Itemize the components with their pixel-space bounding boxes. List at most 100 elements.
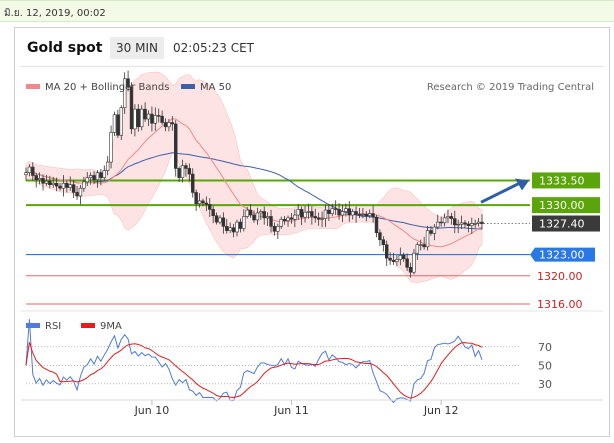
candle-body [85, 177, 89, 183]
candle-body [381, 239, 386, 245]
candle-body [320, 218, 324, 220]
level-label-5: 1316.00 [537, 298, 583, 311]
candle-body [99, 172, 103, 178]
candle-body [408, 266, 413, 273]
chart-header: Gold spot 30 MIN 02:05:23 CET [15, 28, 609, 66]
date-bar: มิ.ย. 12, 2019, 00:02 [0, 0, 614, 22]
level-box-0 [532, 172, 600, 189]
candle-body [140, 108, 144, 128]
rsi-tick-label: 70 [538, 341, 552, 354]
candle-body [201, 200, 205, 204]
candle-body [354, 211, 358, 215]
candle-body [262, 211, 266, 219]
price-chart: 1333.50 1330.00 1327.40 1323.00 1320.00 1316.… [21, 70, 603, 417]
forecast-arrow-layer [480, 178, 529, 204]
candle-body [119, 107, 123, 136]
candle-body [68, 184, 72, 188]
ma20-legend-swatch [26, 84, 40, 89]
credit-text: Research © 2019 Trading Central [427, 82, 594, 93]
level-box-3 [530, 247, 595, 262]
candle-body [129, 86, 134, 130]
candle-body [157, 115, 161, 117]
candle-body [235, 221, 239, 233]
levels-layer: 1333.50 1330.00 1327.40 1323.00 1320.00 1316.… [26, 172, 600, 311]
candle-body [95, 172, 100, 181]
candle-body [293, 214, 297, 220]
ma50-line [25, 152, 483, 230]
candle-body [402, 254, 406, 260]
candle-body [330, 208, 334, 214]
ma9-legend-swatch [81, 323, 95, 328]
candle-body [82, 181, 86, 189]
candle-body [340, 211, 345, 216]
ma9-legend-label: 9MA [100, 321, 122, 332]
symbol-title: Gold spot [27, 40, 103, 56]
candle-body [374, 216, 379, 233]
candle-body [364, 214, 368, 217]
candle-body [473, 223, 477, 225]
candle-body [255, 212, 260, 221]
candle-body [194, 192, 198, 205]
candle-body [48, 180, 52, 185]
candle-body [337, 209, 341, 216]
candle-body [357, 214, 362, 216]
candle-body [432, 226, 437, 234]
candle-body [211, 209, 215, 217]
candle-body [361, 214, 365, 216]
candle-body [391, 259, 396, 262]
candle-body [88, 175, 93, 178]
rsi-ma-line [25, 342, 483, 399]
candle-body [459, 222, 464, 225]
candle-body [453, 218, 457, 226]
candle-body [105, 161, 110, 171]
candle-body [378, 232, 382, 241]
candle-body [466, 223, 471, 226]
time-label: 02:05:23 CET [173, 41, 254, 55]
level-box-1 [532, 197, 600, 214]
candle-body [415, 244, 420, 254]
candle-body [214, 215, 219, 223]
candle-body [282, 218, 287, 221]
candle-body [463, 222, 467, 225]
x-axis-layer: Jun 10 Jun 11 Jun 12 [134, 400, 459, 417]
candle-body [333, 208, 338, 210]
candle-body [347, 208, 351, 216]
candle-body [163, 122, 168, 128]
level-label-3: 1323.00 [539, 249, 585, 262]
candle-body [126, 78, 130, 88]
candle-body [395, 259, 399, 262]
candle-body [177, 168, 181, 178]
candle-body [412, 252, 416, 273]
x-tick-label: Jun 10 [134, 404, 170, 417]
candle-body [398, 254, 403, 260]
candle-body [41, 178, 45, 184]
candle-body [442, 217, 447, 224]
candle-body [436, 221, 440, 228]
candle-body [180, 165, 185, 178]
candle-body [313, 216, 317, 219]
rsi-legend-swatch [26, 323, 40, 328]
candle-body [116, 114, 120, 136]
level-label-0: 1333.50 [539, 174, 585, 187]
forecast-arrow-head [515, 178, 529, 191]
candle-body [242, 216, 246, 229]
candle-body [197, 200, 202, 205]
candle-body [133, 108, 137, 130]
date-label: มิ.ย. 12, 2019, 00:02 [4, 8, 106, 19]
rsi-layer: 70 50 30 [25, 319, 552, 404]
candle-body [238, 221, 243, 229]
candle-body [170, 122, 175, 125]
candle-body [34, 175, 38, 181]
chart-panel: Gold spot 30 MIN 02:05:23 CET 1333.50 133… [14, 27, 610, 437]
candle-body [303, 211, 307, 218]
candle-body [184, 165, 188, 169]
candle-body [27, 166, 32, 173]
x-tick-label: Jun 11 [273, 404, 309, 417]
candle-body [289, 217, 294, 220]
candles-layer [24, 70, 484, 278]
candle-body [350, 211, 355, 216]
candle-body [24, 172, 28, 176]
candle-body [306, 211, 311, 213]
rsi-line [25, 319, 483, 404]
candle-body [279, 218, 283, 227]
